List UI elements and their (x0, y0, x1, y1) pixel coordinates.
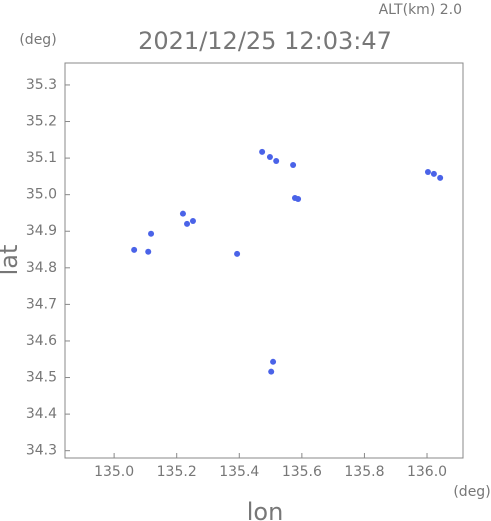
echo-point (131, 246, 138, 253)
echo-point (270, 358, 277, 365)
altitude-name: ALT(km) (379, 2, 436, 18)
y-tick-label: 35.2 (26, 114, 57, 130)
echo-point (145, 248, 152, 255)
echo-point (179, 210, 186, 217)
x-axis-label: lon (247, 498, 284, 521)
y-tick-label: 35.3 (26, 77, 57, 93)
x-tick-label: 135.4 (219, 464, 259, 480)
plot-frame (64, 62, 464, 459)
y-tick-label: 34.4 (26, 406, 57, 422)
x-tick-label: 135.2 (157, 464, 197, 480)
echo-point (234, 250, 241, 257)
y-tick-label: 34.8 (26, 260, 57, 276)
chart-title: 2021/12/25 12:03:47 (138, 27, 392, 55)
x-tick-label: 135.0 (94, 464, 134, 480)
echo-point (430, 170, 437, 177)
x-tick-label: 136.0 (407, 464, 447, 480)
echo-point (259, 148, 266, 155)
echo-point (437, 174, 444, 181)
y-tick-label: 34.3 (26, 443, 57, 459)
echo-point (268, 368, 275, 375)
echo-point (184, 220, 191, 227)
echo-point (424, 168, 431, 175)
y-tick-label: 35.0 (26, 187, 57, 203)
echo-point (273, 158, 280, 165)
echo-point (266, 153, 273, 160)
echo-point (189, 218, 196, 224)
echo-point (148, 230, 155, 237)
y-tick-label: 34.9 (26, 223, 57, 239)
y-tick-label: 34.6 (26, 333, 57, 349)
y-tick-label: 35.1 (26, 150, 57, 166)
y-tick-label: 34.5 (26, 370, 57, 386)
altitude-label: ALT(km) 2.0 (379, 2, 462, 18)
y-tick-label: 34.7 (26, 296, 57, 312)
x-unit: (deg) (453, 484, 490, 500)
x-tick-label: 135.8 (344, 464, 384, 480)
y-axis-label: lat (0, 245, 23, 276)
x-tick-label: 135.6 (282, 464, 322, 480)
echo-point (290, 162, 297, 169)
altitude-value: 2.0 (440, 2, 462, 18)
y-unit: (deg) (19, 32, 56, 48)
echo-point (295, 196, 302, 203)
